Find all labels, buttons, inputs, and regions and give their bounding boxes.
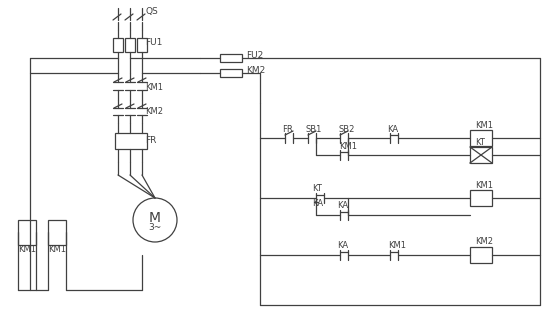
Bar [220, 54, 242, 62]
Text: 3~: 3~ [148, 224, 161, 233]
Text: KA: KA [337, 241, 348, 249]
Text: KM1: KM1 [145, 83, 163, 92]
Text: KT: KT [312, 183, 322, 193]
Text: KM1: KM1 [48, 245, 66, 255]
Text: KM1: KM1 [339, 141, 357, 151]
Text: KA: KA [312, 199, 323, 207]
Text: KM2: KM2 [246, 66, 265, 75]
Text: KA: KA [337, 202, 348, 211]
Bar [137, 38, 147, 52]
Bar [115, 133, 147, 149]
Text: KM1: KM1 [18, 245, 36, 255]
Text: KT: KT [475, 138, 485, 147]
Bar [470, 247, 492, 263]
Text: KM2: KM2 [145, 107, 163, 116]
Text: FU2: FU2 [246, 50, 263, 59]
Text: M: M [149, 211, 161, 225]
Text: FR: FR [282, 124, 293, 133]
Bar [48, 220, 66, 245]
Text: SB1: SB1 [306, 124, 322, 133]
Text: KM1: KM1 [475, 181, 493, 190]
Bar [470, 147, 492, 163]
Bar [470, 190, 492, 206]
Bar [470, 130, 492, 146]
Text: SB2: SB2 [339, 124, 356, 133]
Text: KM1: KM1 [388, 241, 406, 249]
Text: FU1: FU1 [145, 37, 162, 47]
Text: KA: KA [387, 124, 398, 133]
Bar [220, 69, 242, 77]
Circle shape [133, 198, 177, 242]
Text: KM1: KM1 [475, 120, 493, 130]
Bar [113, 38, 123, 52]
Bar [18, 220, 36, 245]
Text: FR: FR [145, 136, 156, 144]
Text: KM2: KM2 [475, 237, 493, 246]
Bar [125, 38, 135, 52]
Text: QS: QS [145, 6, 158, 16]
